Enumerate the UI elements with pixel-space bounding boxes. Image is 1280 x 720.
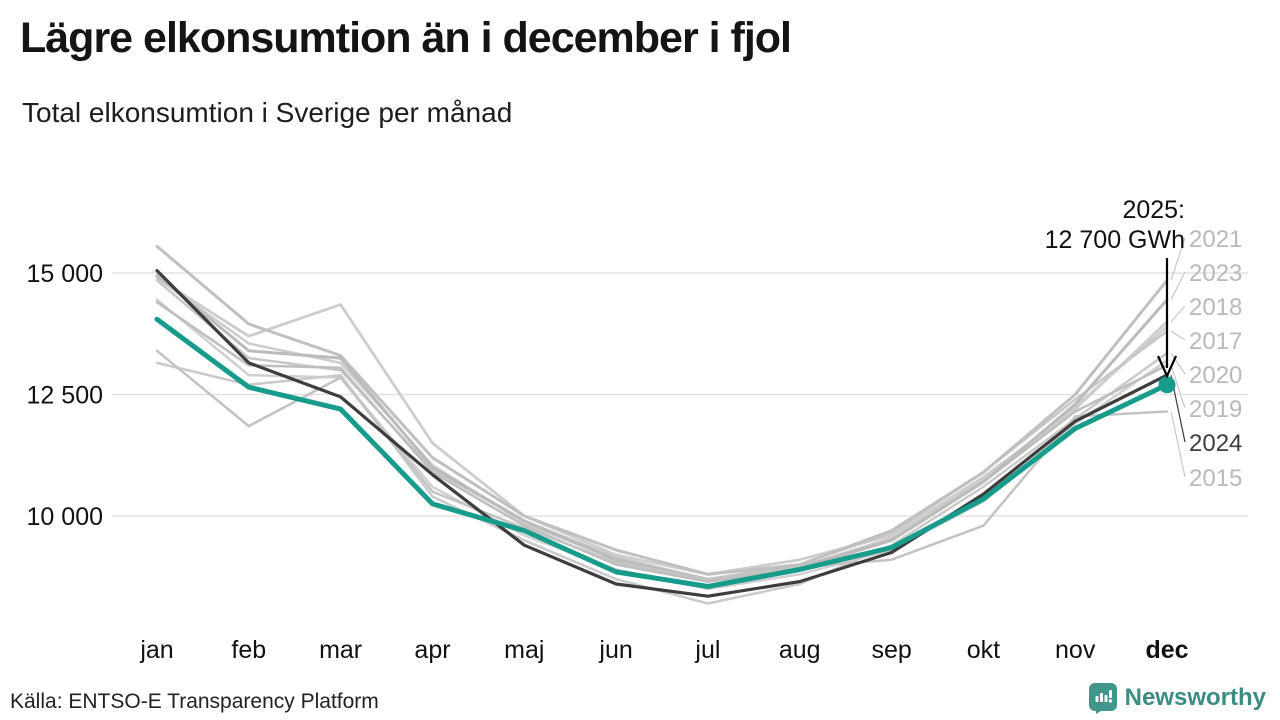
y-tick-label-15000: 15 000 — [27, 260, 103, 288]
series-line-2016 — [155, 276, 1169, 583]
x-tick-label-sep: sep — [871, 636, 911, 664]
logo-bar-2 — [1099, 693, 1103, 702]
x-tick-label-apr: apr — [414, 636, 450, 664]
series-line-2024 — [155, 269, 1169, 598]
x-tick-label-maj: maj — [504, 636, 544, 664]
chart-subtitle: Total elkonsumtion i Sverige per månad — [22, 97, 513, 128]
year-label-2024: 2024 — [1189, 430, 1242, 457]
series-line-2018 — [155, 276, 1169, 576]
x-tick-label-okt: okt — [967, 636, 1000, 664]
x-tick-label-jun: jun — [598, 636, 632, 664]
leader-line-2015 — [1170, 411, 1186, 478]
year-label-2019: 2019 — [1189, 396, 1242, 423]
x-tick-label-nov: nov — [1055, 636, 1096, 664]
leader-line-2020 — [1170, 352, 1186, 375]
endpoint-dot-2025 — [1158, 376, 1176, 394]
series-line-2025 — [154, 316, 1170, 589]
page-title: Lägre elkonsumtion än i december i fjol — [20, 14, 792, 62]
logo-bar-1 — [1095, 696, 1099, 702]
logo-exclamation-dot — [1108, 699, 1112, 703]
series-line-2023 — [155, 273, 1169, 581]
year-label-2017: 2017 — [1189, 328, 1242, 355]
series-line-2021 — [155, 244, 1169, 576]
source-note: Källa: ENTSO-E Transparency Platform — [10, 690, 379, 713]
leader-line-2018 — [1170, 305, 1186, 323]
year-label-2023: 2023 — [1189, 260, 1242, 287]
x-tick-label-feb: feb — [231, 636, 266, 664]
annotation-arrow-head — [1156, 355, 1178, 379]
series-line-2015 — [155, 349, 1169, 581]
x-tick-label-mar: mar — [319, 636, 362, 664]
annotation-year: 2025: — [1122, 196, 1185, 224]
leader-line-2021 — [1170, 237, 1186, 281]
highlight-annotation: 2025: 12 700 GWh — [1045, 195, 1185, 255]
x-tick-label-jan: jan — [139, 636, 173, 664]
x-tick-label-aug: aug — [779, 636, 821, 664]
leader-line-2017 — [1170, 330, 1186, 341]
brand-name: Newsworthy — [1124, 683, 1266, 711]
series-line-2017 — [155, 279, 1169, 581]
logo-bar-3 — [1104, 695, 1108, 702]
year-label-2021: 2021 — [1189, 226, 1242, 253]
leader-line-2023 — [1170, 271, 1186, 300]
y-tick-label-12500: 12 500 — [27, 382, 103, 410]
annotation-value: 12 700 GWh — [1044, 226, 1185, 254]
newsworthy-brand: Newsworthy — [1088, 681, 1266, 714]
y-tick-label-10000: 10 000 — [27, 503, 103, 531]
x-tick-label-jul: jul — [694, 636, 720, 664]
logo-exclamation-stem — [1108, 690, 1112, 698]
leader-line-2019 — [1170, 365, 1186, 409]
year-label-2018: 2018 — [1189, 294, 1242, 321]
year-label-2020: 2020 — [1189, 362, 1242, 389]
x-tick-label-dec: dec — [1145, 636, 1188, 664]
logo-bubble-tail — [1095, 709, 1104, 714]
newsworthy-logo-icon — [1088, 683, 1117, 714]
year-label-2015: 2015 — [1189, 465, 1242, 492]
